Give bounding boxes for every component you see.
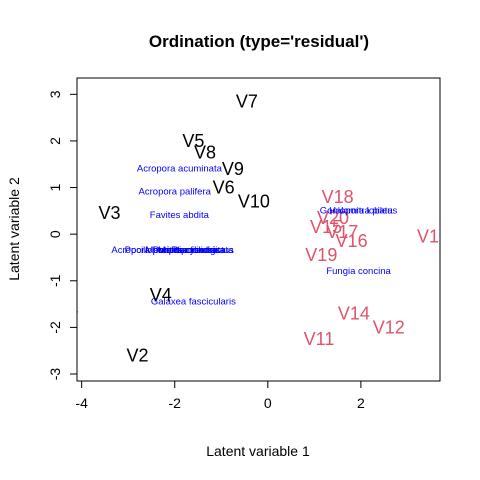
y-axis-label: Latent variable 2 <box>6 177 22 281</box>
site-label: V10 <box>238 192 270 212</box>
site-label: V4 <box>150 285 172 305</box>
species-label: Montipora digitata <box>158 245 234 256</box>
species-label: Pavona cactus <box>171 245 234 256</box>
species-label: Favites abdita <box>150 210 210 221</box>
point-labels: V1V2V3V4V5V6V7V8V9V10V11V12V13V14V15V16V… <box>57 91 449 365</box>
species-label: Goniopora lobata <box>320 205 394 216</box>
site-label: V15 <box>310 217 342 237</box>
site-label: V6 <box>213 178 235 198</box>
site-label: V19 <box>305 245 337 265</box>
y-tick-label: 2 <box>47 137 63 145</box>
x-tick-label: -4 <box>75 395 88 411</box>
site-label: V20 <box>317 208 349 228</box>
species-label: Halomitra pileus <box>329 205 397 216</box>
site-label: V8 <box>194 143 216 163</box>
species-label: Pocillopora damicornis <box>125 245 221 256</box>
site-label: V9 <box>222 159 244 179</box>
site-label: V17 <box>326 222 358 242</box>
plot-frame <box>76 77 441 382</box>
y-tick-label: -2 <box>47 321 63 334</box>
x-tick-label: 2 <box>357 395 365 411</box>
site-label: V1 <box>57 296 79 316</box>
chart-title: Ordination (type='residual') <box>149 32 369 51</box>
site-label: V2 <box>126 345 148 365</box>
y-tick-label: -3 <box>47 368 63 381</box>
site-label: V3 <box>99 203 121 223</box>
species-label: Galaxea fascicularis <box>151 296 236 307</box>
x-axis-label: Latent variable 1 <box>206 443 310 459</box>
site-label: V7 <box>236 91 258 111</box>
site-label: V14 <box>338 303 370 323</box>
x-tick-label: 0 <box>264 395 272 411</box>
species-label: Acropora humilis <box>111 245 182 256</box>
axes-ticks: -4 -2 0 2 -3 -2 -1 0 1 2 3 <box>47 90 365 411</box>
species-label: Acropora palifera <box>139 187 212 198</box>
species-label: Porites cylindrica <box>153 245 226 256</box>
species-label: Montipora foliosa <box>146 245 219 256</box>
y-tick-label: -1 <box>47 274 63 287</box>
y-tick-label: 0 <box>47 230 63 238</box>
site-label: V12 <box>373 317 405 337</box>
species-label: Fungia concina <box>326 266 391 277</box>
site-label: V18 <box>322 187 354 207</box>
site-label: V13 <box>417 226 449 246</box>
species-label: Acropora acuminata <box>137 163 223 174</box>
y-tick-label: 3 <box>47 90 63 98</box>
site-label: V16 <box>336 231 368 251</box>
x-tick-label: -2 <box>169 395 182 411</box>
y-tick-label: 1 <box>47 183 63 191</box>
site-label: V5 <box>182 131 204 151</box>
site-label: V11 <box>304 329 335 349</box>
